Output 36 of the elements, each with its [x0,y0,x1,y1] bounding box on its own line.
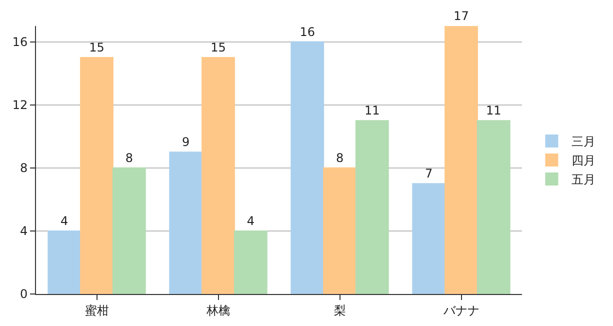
bar [202,57,235,294]
bar [444,26,478,294]
bar [323,167,356,294]
bar [290,41,324,294]
bar [412,183,446,294]
bar [112,167,146,294]
data-label: 17 [454,9,469,23]
bar [48,230,82,294]
y-tick-label: 8 [20,161,28,176]
bar [80,57,114,294]
data-label: 4 [246,214,254,228]
data-label: 15 [210,40,226,55]
data-label: 8 [125,150,133,165]
legend-label: 五月 [572,172,596,187]
data-label: 8 [336,150,344,165]
bar [234,230,268,294]
x-tick-label: 林檎 [205,303,230,318]
bar [169,152,203,294]
data-label: 15 [89,40,104,55]
legend-label: 三月 [572,134,596,149]
data-label: 7 [425,166,433,181]
data-label: 4 [60,214,68,228]
bar [476,120,510,294]
y-tick-label: 4 [20,224,28,238]
y-tick-label: 16 [12,34,28,49]
y-tick-label: 12 [12,98,28,112]
data-label: 11 [364,104,380,118]
x-tick-label: バナナ [442,303,480,318]
y-tick-label: 0 [20,287,28,302]
legend-label: 四月 [572,154,596,168]
data-label: 11 [486,104,502,118]
x-tick-label: 梨 [334,303,346,318]
x-tick-label: 蜜柑 [84,303,109,318]
bar [355,120,389,294]
data-label: 9 [182,135,190,150]
data-label: 16 [300,24,315,39]
